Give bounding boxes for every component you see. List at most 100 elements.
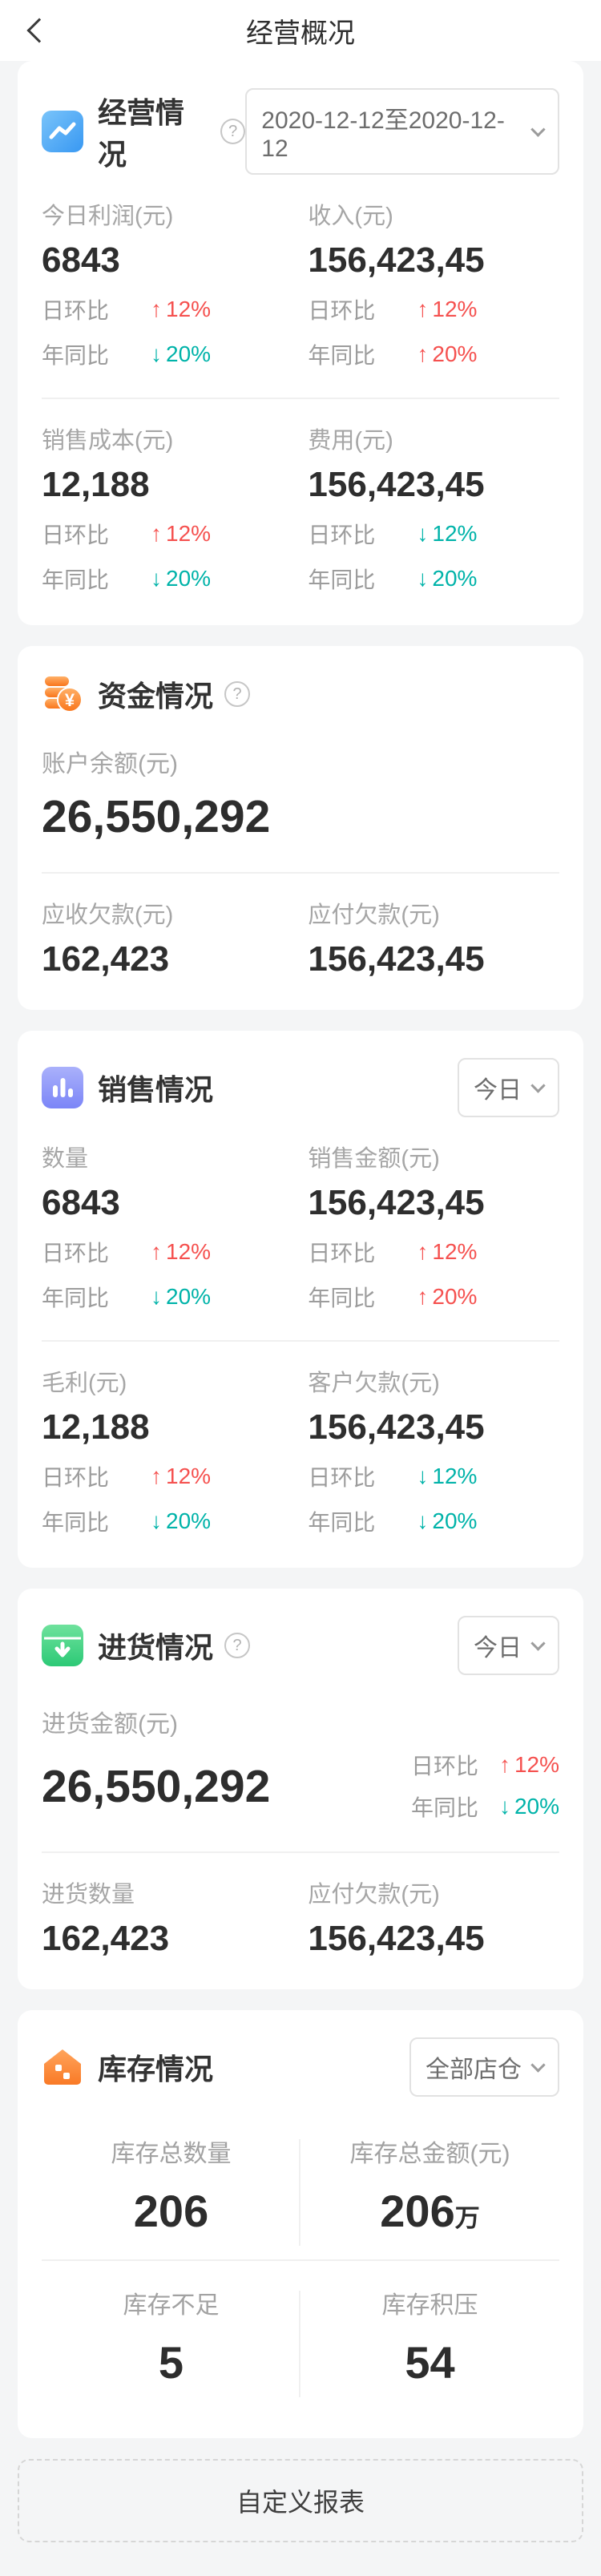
trend-line-icon [42,111,83,152]
metric-value: 156,423,45 [308,240,485,280]
metric-label: 今日利润(元) [42,204,174,229]
trend-label: 年同比 [308,1286,376,1310]
trend-value: ↑ 12% [417,1239,477,1265]
stat-number: 206 [133,2186,209,2236]
trend-value: ↑ 12% [151,297,211,322]
metric: 费用(元) 156,423,45 日环比 ↓ 12% 年同比 ↓ 20% [308,399,559,595]
sales-period-value: 今日 [474,1077,522,1104]
trend-percent: 20% [514,1794,559,1819]
trend-label: 年同比 [308,343,376,368]
trend-arrow-icon: ↑ [151,297,162,321]
date-range-selector[interactable]: 2020-12-12至2020-12-12 [245,88,559,175]
svg-text:¥: ¥ [65,690,75,710]
purchase-period-selector[interactable]: 今日 [458,1616,559,1675]
trend-label: 年同比 [410,1795,478,1820]
metric-value: 12,188 [42,1407,150,1447]
trend-label: 年同比 [42,1286,110,1310]
sales-metrics: 数量 6843 日环比 ↑ 12% 年同比 ↓ 20% 销售金额(元) 156,42… [42,1117,559,1537]
metric-label: 费用(元) [308,428,393,454]
metric-value: 156,423,45 [308,465,485,504]
trend-label: 日环比 [308,298,376,323]
trend-row: 日环比 ↑ 12% [308,293,559,325]
inventory-card: 库存情况 全部店仓 库存总数量 206 库存总金额(元) 206万 库存不足 5… [18,2010,583,2438]
trend-percent: 12% [166,297,212,321]
sales-card: 销售情况 今日 数量 6843 日环比 ↑ 12% 年同比 ↓ 20% 销售金额(元… [18,1031,583,1568]
trend-arrow-icon: ↑ [498,1752,510,1777]
purchase-metrics: 进货数量 162,423 应付欠款(元) 156,423,45 [42,1853,559,1959]
inventory-card-header: 库存情况 全部店仓 [42,2037,559,2097]
trend-label: 日环比 [42,298,110,323]
metric: 销售成本(元) 12,188 日环比 ↑ 12% 年同比 ↓ 20% [42,399,308,595]
metric-label: 客户欠款(元) [308,1371,440,1396]
trend-arrow-icon: ↑ [417,1284,429,1309]
date-range-value: 2020-12-12至2020-12-12 [261,107,505,162]
help-icon[interactable]: ? [224,681,251,707]
metric-value: 156,423,45 [308,1407,485,1447]
trend-label: 日环比 [410,1754,478,1779]
chevron-left-icon [26,18,52,43]
trend-arrow-icon: ↓ [417,566,429,591]
funds-card-header: ¥ 资金情况 ? [42,673,559,715]
trend-value: ↓ 12% [417,521,477,547]
custom-report-button[interactable]: 自定义报表 [18,2459,583,2542]
back-button[interactable] [24,0,72,61]
chevron-down-icon [530,121,546,137]
trend-arrow-icon: ↓ [151,1284,162,1309]
trend-arrow-icon: ↓ [498,1794,510,1819]
trend-arrow-icon: ↓ [417,1508,429,1533]
card-title: 库存情况 [98,2053,214,2085]
balance-value: 26,550,292 [42,791,271,842]
metric-label: 数量 [42,1146,89,1172]
stat-value: 54 [300,2336,559,2388]
stat-number: 206 [380,2186,455,2236]
metric-label: 应付欠款(元) [308,902,440,928]
help-icon[interactable]: ? [224,1633,251,1658]
chevron-down-icon [530,2057,546,2073]
purchase-card: 进货情况 ? 今日 进货金额(元) 26,550,292 日环比 ↑ 12% 年同… [18,1589,583,1989]
inventory-stat: 库存积压 54 [300,2280,559,2408]
app-bar: 经营概况 [0,0,601,61]
bar-chart-icon [42,1067,83,1108]
metric: 进货数量 162,423 [42,1853,308,1959]
card-title: 进货情况 [98,1631,214,1664]
trend-value: ↓ 20% [151,1284,211,1310]
house-icon [42,2046,83,2088]
trend-arrow-icon: ↓ [151,341,162,366]
divider [42,1851,559,1853]
stat-label: 库存总数量 [111,2141,232,2167]
metric-label: 销售金额(元) [308,1146,440,1172]
metric-label: 收入(元) [308,204,393,229]
metric: 今日利润(元) 6843 日环比 ↑ 12% 年同比 ↓ 20% [42,175,308,370]
trend-arrow-icon: ↓ [417,1464,429,1488]
metric: 毛利(元) 12,188 日环比 ↑ 12% 年同比 ↓ 20% [42,1342,308,1537]
trend-label: 日环比 [308,1241,376,1266]
metric-value: 156,423,45 [308,1919,485,1958]
purchase-primary-row: 26,550,292 日环比 ↑ 12% 年同比 ↓ 20% [42,1739,559,1823]
trend-row: 日环比 ↑ 12% [42,293,308,325]
trend-row: 年同比 ↓ 20% [42,338,308,370]
stat-label: 库存不足 [123,2292,220,2319]
metric-value: 156,423,45 [308,939,485,979]
box-arrow-down-icon [42,1625,83,1666]
balance-label: 账户余额(元) [42,751,178,777]
stat-number: 54 [405,2337,455,2388]
page-title: 经营概况 [246,18,355,49]
trend-arrow-icon: ↓ [151,1508,162,1533]
trend-label: 日环比 [42,523,110,547]
trend-row: 年同比 ↓ 20% [308,1505,559,1537]
trend-percent: 20% [166,1284,212,1309]
sales-card-header: 销售情况 今日 [42,1058,559,1117]
card-title: 销售情况 [98,1073,214,1106]
sales-period-selector[interactable]: 今日 [458,1058,559,1117]
trend-percent: 12% [432,521,478,546]
trend-row: 年同比 ↓ 20% [411,1791,559,1823]
trend-value: ↓ 20% [151,1508,211,1534]
coin-stack-icon: ¥ [42,673,83,715]
help-icon[interactable]: ? [220,119,246,144]
trend-arrow-icon: ↑ [417,341,429,366]
trend-label: 年同比 [42,1510,110,1535]
trend-percent: 20% [166,341,212,366]
store-scope-selector[interactable]: 全部店仓 [409,2037,559,2097]
trend-row: 日环比 ↓ 12% [308,518,559,550]
trend-value: ↑ 12% [151,1239,211,1265]
